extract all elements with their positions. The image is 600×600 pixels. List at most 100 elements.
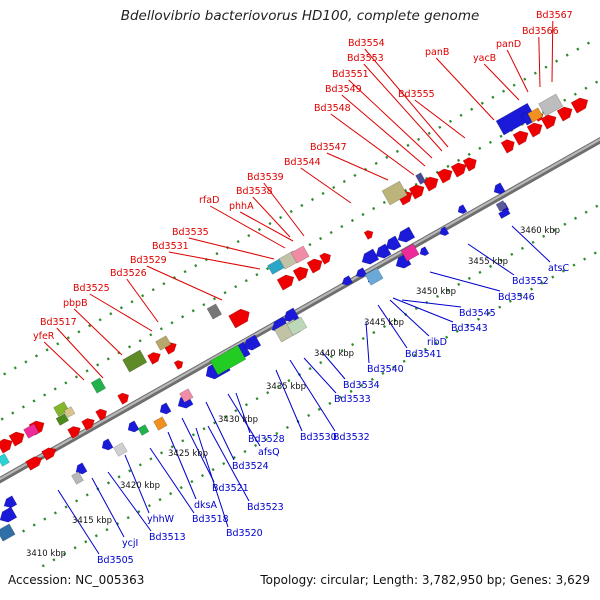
forward-gene-arrow [408,184,425,200]
top-leader-line [239,211,294,242]
reverse-gene-arrow [457,204,468,214]
top-gene-label: yacB [473,53,496,64]
forward-gene-arrow [25,456,43,471]
top-gene-label: Bd3535 [172,227,209,238]
top-gene-label: pbpB [63,298,88,309]
forward-gene-arrow [306,258,323,274]
kbp-tick-label: 3410 kbp [26,549,66,559]
kbp-tick-label: 3425 kbp [168,449,208,459]
feature-box [137,424,150,436]
top-gene-label: Bd3547 [310,142,347,153]
forward-gene-arrow [422,176,439,192]
bottom-leader-line [429,271,501,292]
feature-box [415,172,427,185]
reverse-gene-arrow [419,246,430,256]
top-leader-line [341,94,426,167]
forward-gene-arrow [570,97,589,114]
map-title: Bdellovibrio bacteriovorus HD100, comple… [120,8,480,24]
tick-dot-line-1 [22,202,600,533]
kbp-tick-label: 3435 kbp [266,382,306,392]
top-leader-line [551,20,554,83]
bottom-leader-line [389,299,430,337]
top-leader-line [435,57,495,121]
bottom-gene-label: Bd3546 [498,292,535,303]
forward-gene-arrow [462,157,477,172]
reverse-gene-arrow [159,402,172,415]
forward-gene-arrow [292,266,309,282]
feature-box [400,243,420,262]
top-gene-label: Bd3539 [247,172,284,183]
bottom-gene-label: Bd3528 [248,434,285,445]
top-leader-line [414,99,466,139]
top-gene-label: rfaD [199,195,219,206]
bottom-leader-line [275,369,303,432]
top-leader-line [126,278,159,323]
top-leader-line [506,49,529,93]
bottom-leader-line [107,471,152,532]
top-gene-label: Bd3554 [348,38,385,49]
bottom-gene-label: yhhW [147,514,175,525]
top-gene-label: phhA [229,201,254,212]
top-gene-label: Bd3525 [73,283,110,294]
genome-stats-text: Topology: circular; Length: 3,782,950 bp… [260,573,590,587]
bottom-gene-label: Bd3524 [232,461,269,472]
gene-features [0,93,589,542]
bottom-leader-line [149,447,195,514]
top-gene-label: panB [425,47,449,58]
bottom-leader-line [167,431,197,500]
reverse-gene-arrow [385,235,402,251]
bottom-gene-label: Bd3505 [97,555,134,566]
bottom-gene-label: Bd3533 [334,394,371,405]
forward-gene-arrow [228,308,250,329]
reverse-gene-arrow [101,438,114,451]
feature-box [290,245,310,264]
feature-box [90,377,107,394]
bottom-gene-label: Bd3520 [226,528,263,539]
top-gene-label: Bd3526 [110,268,147,279]
reverse-gene-arrow [439,226,450,236]
top-gene-label: Bd3551 [332,69,369,80]
kbp-tick-label: 3440 kbp [314,349,354,359]
top-gene-label: Bd3517 [40,317,77,328]
reverse-gene-arrow [341,275,354,286]
feature-box [206,303,223,320]
top-gene-label: Bd3555 [398,89,435,100]
bottom-gene-label: Bd3523 [247,502,284,513]
feature-box [498,208,511,220]
bottom-leader-line [289,359,336,432]
bottom-leader-line [377,304,408,349]
kbp-tick-label: 3420 kbp [120,481,160,491]
bottom-leader-line [124,454,150,514]
bottom-gene-label: afsQ [258,447,280,458]
forward-gene-arrow [450,162,467,178]
top-gene-label: Bd3566 [522,26,559,37]
bottom-gene-label: Bd3552 [512,276,549,287]
top-gene-label: Bd3538 [236,186,273,197]
feature-box [122,349,148,373]
bottom-leader-line [181,417,215,483]
bottom-leader-line [321,351,346,380]
feature-box [520,111,533,126]
kbp-tick-label: 3415 kbp [72,516,112,526]
bottom-gene-label: Bd3518 [192,514,229,525]
feature-box [495,200,508,212]
kbp-tick-label: 3460 kbp [520,226,560,236]
label-leader-lines [43,20,554,555]
feature-box [286,316,308,336]
reverse-gene-arrow [3,495,18,508]
top-leader-line [89,293,153,332]
bottom-gene-label: atsC [548,263,569,274]
forward-gene-arrow [173,360,184,370]
bottom-gene-label: Bd3534 [343,380,380,391]
forward-gene-arrow [0,438,13,454]
tick-dot-line-4 [0,38,596,378]
kbp-tick-label: 3445 kbp [364,318,404,328]
bottom-leader-line [511,225,551,263]
feature-box [53,401,70,417]
top-gene-label: Bd3544 [284,157,321,168]
accession-text: Accession: NC_005363 [8,573,145,587]
bottom-gene-label: Bd3521 [212,483,249,494]
top-gene-label: panD [496,39,521,50]
kbp-tick-label: 3430 kbp [218,415,258,425]
